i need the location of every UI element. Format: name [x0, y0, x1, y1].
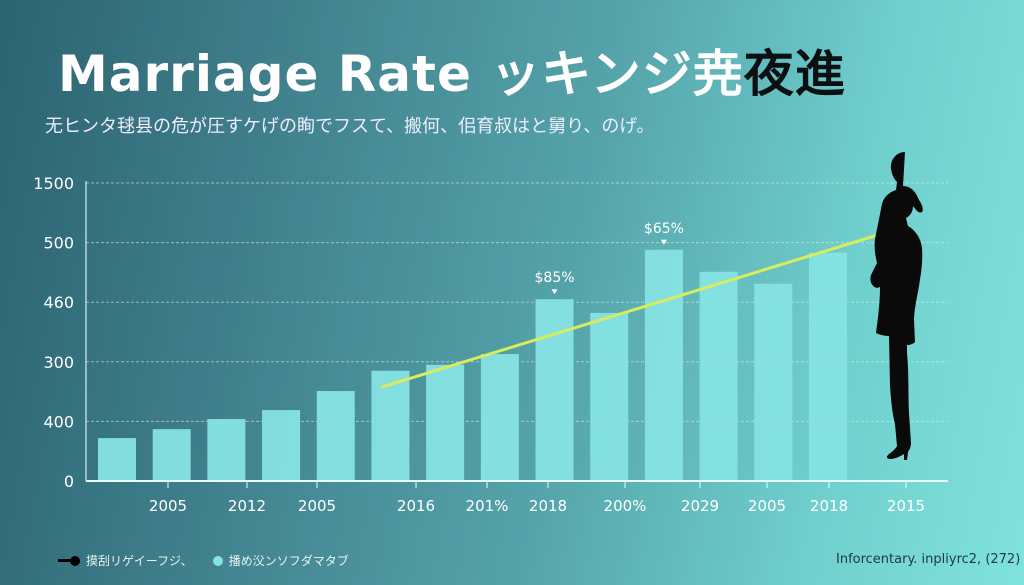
bar — [371, 370, 410, 481]
data-label-pointer — [551, 289, 558, 295]
woman-silhouette-icon — [870, 152, 923, 460]
bar — [754, 283, 793, 481]
x-tick-label: 200% — [604, 497, 647, 515]
bar — [699, 271, 738, 481]
bar — [809, 252, 847, 481]
legend-dot-marker-cyan — [212, 555, 223, 566]
y-tick-label: 460 — [43, 293, 74, 312]
y-tick-label: 1500 — [33, 174, 74, 193]
legend-dot-marker-black — [70, 555, 80, 566]
data-label: $65% — [644, 221, 684, 237]
trend-line — [380, 230, 888, 389]
x-tick-label: 201% — [466, 497, 509, 515]
bar — [152, 429, 191, 481]
x-tick-label: 2018 — [810, 497, 848, 515]
x-tick-label: 2005 — [149, 497, 187, 515]
data-label-pointer — [660, 239, 667, 245]
legend-label-1: 摸刮リゲイーフジ、 — [86, 554, 193, 568]
bar — [644, 249, 683, 481]
bar — [590, 312, 629, 481]
bar — [98, 438, 136, 481]
legend-label-2: 播め㳇ンソフダマタブ — [228, 554, 349, 568]
y-tick-label: 0 — [64, 472, 74, 491]
source-note: Inforcentary. inpliyrc2, (272) — [836, 552, 1021, 567]
title-suffix-dark: 夜進 — [743, 45, 846, 103]
chart-subtitle: 无ヒンタ毬县の危が圧すケげの眴でフスて、搬何、佀育叔はと舅り、のげ。 — [45, 116, 655, 137]
y-tick-label: 400 — [43, 412, 74, 431]
x-tick-label: 2005 — [298, 497, 336, 515]
x-tick-label: 2016 — [397, 497, 435, 515]
x-tick-label: 2018 — [529, 497, 567, 515]
bar — [316, 391, 355, 481]
bar — [480, 354, 519, 481]
bar — [262, 410, 301, 481]
y-tick-label: 300 — [43, 353, 74, 372]
x-tick-label: 2005 — [748, 497, 786, 515]
y-tick-label: 500 — [43, 234, 74, 253]
x-tick-label: 2012 — [228, 497, 266, 515]
x-tick-label: 2029 — [681, 497, 719, 515]
bar — [426, 364, 465, 481]
title-main: Marriage Rate — [58, 45, 472, 103]
bar — [535, 299, 574, 481]
legend: 摸刮リゲイーフジ、 播め㳇ンソフダマタブ — [58, 552, 349, 569]
x-tick-label: 2015 — [887, 497, 925, 515]
bar — [207, 419, 246, 481]
chart-title: Marriage Rate ッキンジ尭夜進 — [58, 34, 846, 106]
data-label: $85% — [535, 270, 575, 286]
legend-line-marker — [58, 559, 72, 562]
title-suffix-light: ッキンジ尭 — [490, 45, 744, 103]
